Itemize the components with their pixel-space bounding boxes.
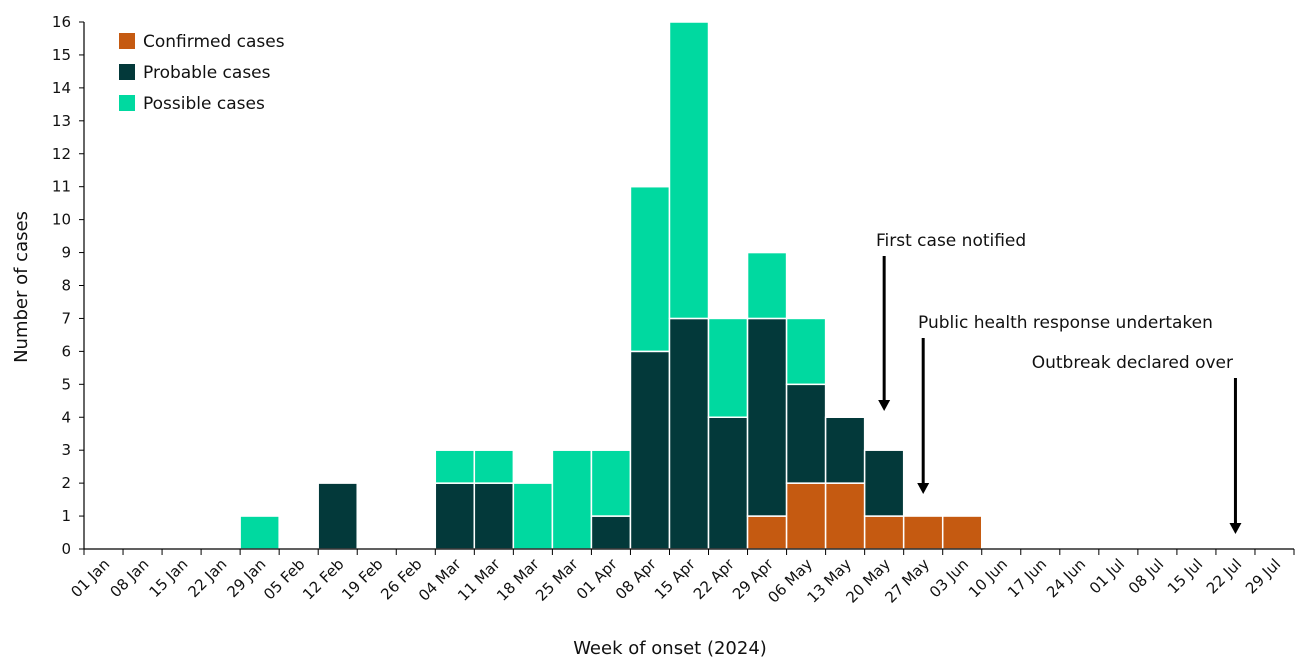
y-axis-title: Number of cases: [11, 211, 32, 363]
bar-probable-cases-08-apr: [629, 350, 671, 550]
annotations-group: First case notified Public health respons…: [876, 231, 1242, 534]
y-tick-label: 1: [61, 507, 71, 525]
x-tick-label: 08 Apr: [612, 555, 661, 604]
bar-possible-cases-01-apr: [590, 449, 632, 517]
x-tick-label: 01 Apr: [573, 555, 622, 604]
legend: Confirmed cases Probable cases Possible ca…: [119, 32, 285, 114]
y-tick-label: 0: [61, 540, 71, 558]
x-axis-title: Week of onset (2024): [573, 638, 767, 657]
annotation-arrow-head: [1229, 523, 1242, 534]
x-tick-label: 03 Jun: [926, 555, 972, 601]
y-tick-label: 7: [61, 309, 71, 327]
y-tick-label: 5: [61, 375, 71, 393]
y-tick-label: 14: [52, 79, 71, 97]
x-tick-label: 17 Jun: [1004, 555, 1050, 601]
x-tick-label: 08 Jan: [106, 555, 152, 601]
x-tick-label: 04 Mar: [415, 555, 465, 605]
legend-swatch-confirmed-cases: [119, 33, 135, 49]
legend-label-probable-cases: Probable cases: [143, 63, 271, 83]
bar-probable-cases-06-may: [785, 383, 827, 484]
bar-possible-cases-11-mar: [473, 449, 515, 484]
x-tick-label: 08 Jul: [1125, 555, 1167, 597]
x-tick-label: 22 Jul: [1203, 555, 1245, 597]
y-tick-label: 11: [52, 178, 71, 196]
x-tick-label: 18 Mar: [493, 555, 543, 605]
annotation-arrow-head: [917, 483, 930, 494]
x-tick-label: 01 Jul: [1086, 555, 1128, 597]
x-tick-label: 15 Apr: [651, 555, 700, 604]
y-tick-label: 15: [52, 46, 71, 64]
bar-probable-cases-20-may: [863, 449, 905, 517]
annotation-arrow-head: [878, 400, 891, 411]
x-tick-label: 10 Jun: [965, 555, 1011, 601]
bar-probable-cases-11-mar: [473, 482, 515, 550]
x-tick-label: 12 Feb: [299, 555, 347, 603]
y-tick-label: 4: [61, 408, 71, 426]
x-tick-label: 27 May: [881, 555, 933, 607]
x-tick-label: 22 Jan: [184, 555, 230, 601]
x-tick-label: 19 Feb: [338, 555, 386, 603]
y-tick-label: 2: [61, 474, 71, 492]
x-tick-label: 29 Jul: [1242, 555, 1284, 597]
bar-confirmed-cases-20-may: [863, 515, 905, 550]
y-tick-label: 8: [61, 277, 71, 295]
bar-confirmed-cases-29-apr: [746, 515, 788, 550]
bar-confirmed-cases-27-may: [902, 515, 944, 550]
bar-probable-cases-29-apr: [746, 317, 788, 517]
bar-possible-cases-29-apr: [746, 251, 788, 320]
bar-possible-cases-04-mar: [434, 449, 476, 484]
y-tick-label: 16: [52, 13, 71, 31]
bars-group: [239, 21, 983, 550]
x-tick-label: 24 Jun: [1043, 555, 1089, 601]
annotation-label-outbreak-declared-over: Outbreak declared over: [1032, 353, 1233, 373]
legend-swatch-possible-cases: [119, 95, 135, 111]
bar-probable-cases-13-may: [824, 416, 866, 484]
y-tick-label: 6: [61, 342, 71, 360]
annotation-label-first-case-notified: First case notified: [876, 231, 1026, 251]
bar-confirmed-cases-13-may: [824, 482, 866, 550]
y-tick-label: 13: [52, 112, 71, 130]
bar-probable-cases-01-apr: [590, 515, 632, 550]
x-tick-label: 15 Jan: [145, 555, 191, 601]
bar-possible-cases-08-apr: [629, 185, 671, 353]
bar-confirmed-cases-03-jun: [941, 515, 983, 550]
x-tick-label: 05 Feb: [260, 555, 308, 603]
legend-swatch-probable-cases: [119, 64, 135, 80]
bar-possible-cases-15-apr: [668, 21, 710, 320]
y-tick-label: 3: [61, 441, 71, 459]
x-tick-label: 11 Mar: [454, 555, 504, 605]
bar-probable-cases-12-feb: [317, 482, 358, 550]
bar-possible-cases-25-mar: [551, 449, 593, 550]
bar-confirmed-cases-06-may: [785, 482, 827, 550]
x-tick-label: 01 Jan: [67, 555, 113, 601]
y-tick-label: 10: [52, 211, 71, 229]
annotation-label-public-health-response-undertaken: Public health response undertaken: [918, 313, 1213, 333]
bar-probable-cases-04-mar: [434, 482, 476, 550]
x-tick-label: 15 Jul: [1164, 555, 1206, 597]
bar-possible-cases-29-jan: [239, 515, 280, 550]
x-tick-label: 25 Mar: [532, 555, 582, 605]
bar-possible-cases-06-may: [785, 317, 827, 386]
bar-probable-cases-15-apr: [668, 317, 710, 550]
legend-label-confirmed-cases: Confirmed cases: [143, 32, 285, 52]
y-tick-label: 12: [52, 145, 71, 163]
bar-possible-cases-22-apr: [707, 317, 749, 418]
bar-probable-cases-22-apr: [707, 416, 749, 550]
bar-possible-cases-18-mar: [512, 482, 554, 550]
legend-label-possible-cases: Possible cases: [143, 94, 265, 114]
y-tick-label: 9: [61, 244, 71, 262]
x-tick-label: 22 Apr: [690, 555, 739, 604]
